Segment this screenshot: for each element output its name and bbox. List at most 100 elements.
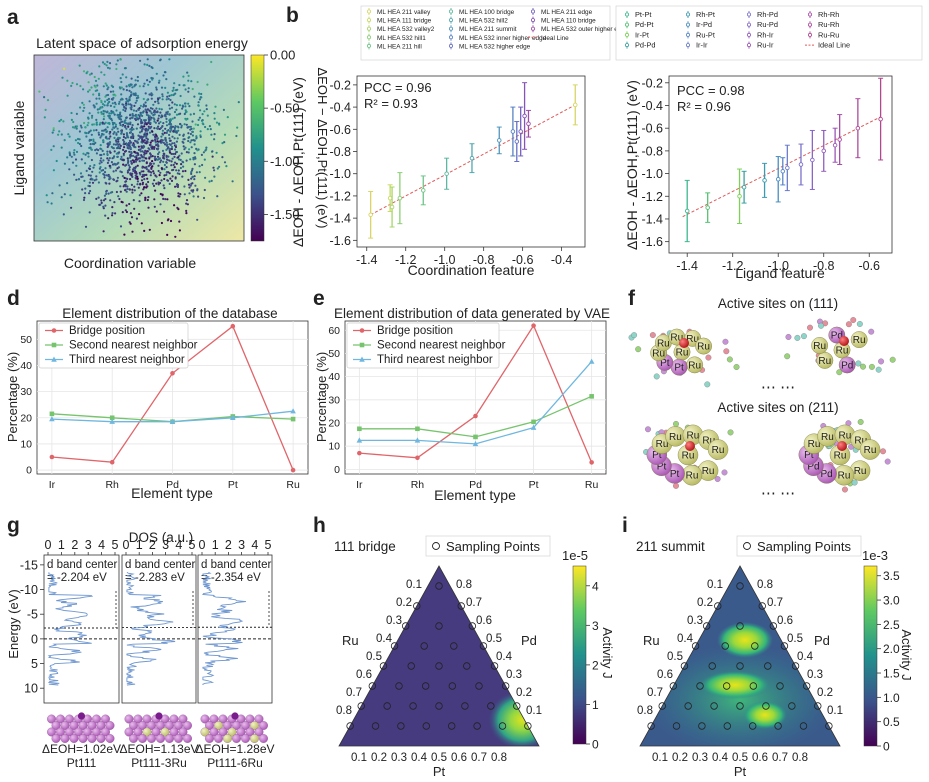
latent-point [166, 91, 169, 94]
latent-point [109, 135, 112, 138]
legend-label: ML HEA 532 outer higher edge [541, 26, 629, 33]
latent-point [162, 184, 165, 187]
latent-point [139, 150, 142, 153]
panel-i-colorbar-scale: 1e-3 [862, 548, 888, 563]
legend-label: ML HEA 211 edge [541, 9, 593, 16]
latent-point [172, 152, 175, 156]
latent-point [133, 207, 136, 210]
latent-point [163, 210, 166, 213]
latent-point [174, 145, 178, 149]
latent-point [141, 159, 144, 162]
data-point [473, 413, 478, 419]
data-point [855, 125, 861, 131]
latent-point [129, 106, 132, 109]
latent-point [115, 133, 118, 136]
latent-point [133, 185, 136, 188]
latent-point [193, 178, 196, 181]
data-point [798, 162, 804, 167]
latent-point [191, 130, 194, 133]
small-atom [794, 334, 801, 341]
slab-atom [124, 727, 134, 737]
latent-point [85, 135, 88, 138]
legend-point-marker [808, 22, 813, 27]
latent-point [123, 121, 127, 124]
ternary-tick-left: 0.7 [346, 687, 362, 699]
latent-point [126, 132, 129, 135]
latent-point [106, 110, 109, 113]
sampling-point [513, 702, 521, 710]
latent-point [135, 217, 138, 220]
surface-label: Pt111 [67, 756, 97, 770]
data-point [531, 323, 536, 328]
latent-point [135, 172, 138, 175]
slab-atom [105, 734, 115, 743]
latent-point [152, 172, 156, 175]
latent-point [106, 161, 109, 164]
latent-point [73, 149, 76, 152]
colorbar-tick-label: 1.5 [883, 667, 900, 681]
small-atom [784, 353, 791, 360]
slab-atom [56, 727, 65, 737]
sampling-point [346, 722, 354, 730]
ternary-tick-left: 0.3 [687, 615, 703, 627]
latent-point [109, 199, 112, 202]
latent-point [143, 178, 146, 181]
latent-point [105, 94, 108, 97]
sampling-point [383, 702, 391, 710]
slab-atom [205, 734, 214, 743]
latent-point [88, 185, 91, 188]
latent-point [119, 58, 122, 61]
latent-point [50, 148, 53, 151]
latent-point [103, 171, 107, 174]
latent-point [192, 195, 195, 198]
latent-point [93, 179, 96, 182]
latent-point [161, 93, 164, 96]
latent-point [165, 111, 168, 114]
latent-point [51, 131, 54, 134]
latent-point [132, 92, 135, 95]
colorbar-tick-label: 0 [592, 738, 599, 752]
latent-point [186, 203, 189, 206]
latent-point [100, 201, 103, 204]
latent-point [174, 176, 177, 179]
latent-point [153, 155, 157, 158]
latent-point [46, 99, 50, 102]
latent-point [108, 100, 111, 103]
latent-point [100, 161, 103, 164]
latent-point [210, 60, 213, 64]
slab-atom [133, 714, 143, 724]
latent-point [92, 166, 95, 169]
latent-point [190, 177, 193, 180]
latent-point [183, 123, 186, 126]
latent-point [68, 154, 72, 157]
sampling-point [708, 662, 716, 670]
panel-i-subtitle: 211 summit [636, 539, 705, 554]
latent-point [216, 167, 219, 170]
adsorbate-atom [77, 712, 86, 720]
slab-atom [174, 721, 183, 730]
latent-point [148, 93, 151, 96]
latent-point [145, 173, 148, 176]
legend-label: Ru-Pt [696, 30, 715, 39]
latent-point [178, 133, 181, 136]
sampling-point [758, 602, 766, 610]
latent-point [129, 103, 132, 106]
latent-point [146, 150, 149, 153]
latent-point [144, 104, 147, 107]
sampling-point [435, 622, 443, 630]
data-point [589, 460, 594, 465]
small-atom [727, 429, 734, 436]
sampling-point [769, 622, 778, 630]
panel-d-title: Element distribution of the database [62, 306, 277, 321]
latent-point [168, 58, 171, 61]
data-point [588, 358, 595, 364]
y-tick-label: 5 [31, 657, 38, 671]
latent-point [77, 141, 80, 145]
slab-atom [178, 714, 188, 724]
latent-point [63, 67, 66, 70]
legend-point-marker [625, 43, 630, 48]
latent-point [52, 129, 55, 132]
latent-point [148, 148, 151, 151]
legend-label: Rh-Ir [757, 30, 774, 39]
data-point [49, 454, 55, 460]
